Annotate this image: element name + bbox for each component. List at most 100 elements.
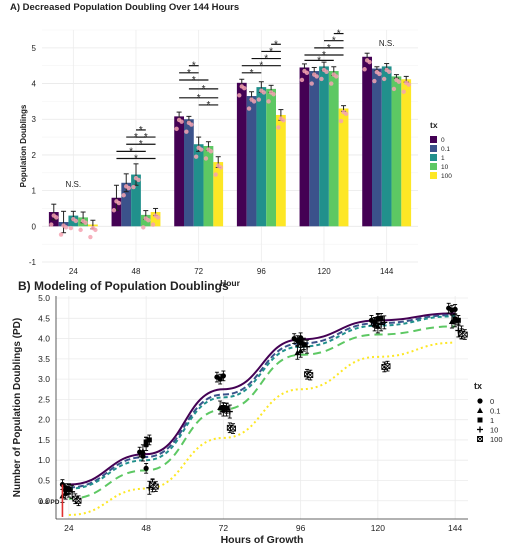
y-axis-label-b: Number of Population Doublings (PD) (12, 318, 23, 497)
replicate-dot (246, 106, 252, 111)
data-point (63, 486, 69, 492)
panel-b: 0.0 0.5 1.0 1.5 2.0 2.5 3.0 3.5 4.0 4.5 5.0 24 48 72 9… (12, 279, 503, 546)
replicate-dot (126, 185, 131, 191)
x-axis-label-a: Hour (220, 278, 241, 288)
chart-title-b: B) Modeling of Population Doublings (18, 279, 229, 293)
y-tick-label: 5 (32, 44, 37, 53)
bar (256, 87, 267, 227)
significance-star: * (192, 75, 196, 86)
ns-label: N.S. (379, 39, 395, 48)
legend-label: 1 (441, 155, 445, 162)
replicate-dot (237, 93, 242, 98)
replicate-dot (111, 208, 117, 213)
replicate-dot (198, 147, 204, 152)
bar (150, 212, 161, 227)
legend-label: 100 (490, 435, 503, 444)
replicate-dot (179, 119, 184, 124)
replicate-dot (309, 81, 314, 86)
replicate-dot (68, 225, 74, 231)
significance-star: * (129, 146, 133, 157)
replicate-dot (121, 193, 126, 198)
y-tick-label: 0 (32, 222, 37, 231)
legend-label: 1 (490, 416, 494, 425)
data-point (226, 408, 233, 415)
replicate-dot (88, 234, 93, 240)
bar (131, 174, 141, 227)
data-point (384, 363, 391, 370)
bar (193, 144, 204, 227)
plot-bg-b (56, 296, 468, 519)
bar (401, 79, 412, 227)
replicate-dot (184, 129, 189, 134)
legend-a: tx0 0.1 1 10 100 (430, 120, 452, 180)
bar (338, 108, 349, 227)
replicate-dot (391, 86, 397, 92)
y-tick-label: 4.5 (38, 313, 50, 323)
bar (174, 116, 185, 227)
replicate-dot (299, 77, 305, 83)
legend-label: 10 (441, 164, 449, 171)
x-tick-label: 48 (132, 267, 141, 276)
significance-star: * (337, 29, 341, 40)
bar (246, 96, 257, 227)
data-point (146, 484, 153, 491)
significance-star: * (139, 139, 143, 150)
significance-star: * (192, 61, 196, 72)
replicate-dot (203, 156, 209, 161)
legend-swatch (430, 163, 437, 170)
panel-a: **********************N.S.N.S.-101234524… (10, 2, 452, 288)
significance-star: * (250, 68, 254, 79)
significance-star: * (317, 55, 321, 66)
replicate-dot (193, 154, 199, 159)
replicate-dot (334, 74, 339, 79)
data-point (477, 398, 483, 404)
replicate-dot (78, 227, 83, 233)
y-tick-label: 4.0 (38, 334, 50, 344)
legend-swatch (430, 172, 437, 179)
x-tick-label: 48 (141, 523, 151, 533)
data-point (307, 372, 314, 379)
legend-swatch (430, 154, 437, 161)
replicate-dot (377, 71, 382, 77)
y-tick-label: 5.0 (38, 293, 50, 303)
replicate-dot (218, 165, 223, 170)
significance-star: * (139, 125, 143, 136)
replicate-dot (343, 111, 349, 117)
legend-label: 100 (441, 173, 452, 180)
replicate-dot (319, 76, 324, 82)
data-point (143, 465, 149, 471)
y-tick-label: 0.0 (38, 496, 50, 506)
significance-star: * (259, 61, 263, 72)
replicate-dot (362, 67, 367, 72)
significance-star: * (264, 54, 268, 65)
replicate-dot (304, 70, 310, 76)
replicate-dot (189, 122, 194, 127)
replicate-dot (406, 82, 411, 87)
bar (319, 66, 329, 227)
y-tick-label: 4 (32, 80, 37, 89)
replicate-dot (49, 222, 54, 227)
pd-annotation: 0.8 PD (40, 499, 60, 506)
replicate-dot (251, 99, 257, 104)
bar (362, 56, 373, 227)
significance-star: * (269, 46, 273, 57)
replicate-dot (276, 125, 281, 130)
significance-star: * (206, 100, 210, 111)
replicate-dot (367, 59, 372, 65)
data-point (452, 316, 458, 322)
model-curve (68, 315, 456, 490)
legend-label: 10 (490, 426, 498, 435)
legend-label: 0 (490, 397, 494, 406)
legend-swatch (430, 136, 437, 143)
bar (309, 71, 320, 227)
data-point (294, 349, 301, 356)
replicate-dot (150, 222, 156, 227)
data-point (75, 497, 82, 504)
data-point (455, 317, 461, 323)
data-point (223, 406, 230, 413)
replicate-dot (54, 215, 59, 220)
replicate-dot (213, 172, 218, 177)
legend-label: 0.1 (490, 407, 500, 416)
